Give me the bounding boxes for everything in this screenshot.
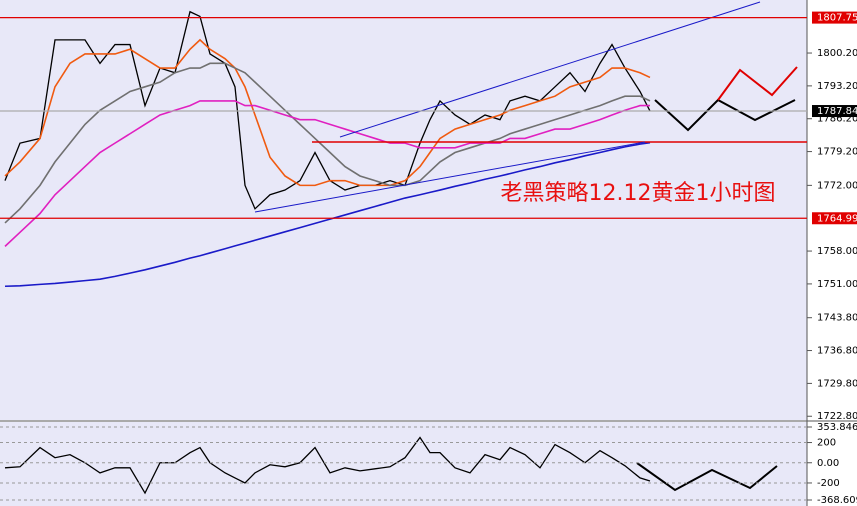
channel-upper	[339, 1, 761, 138]
y-tick-label: 1729.80	[817, 378, 857, 389]
level-label: 1807.75	[817, 13, 857, 24]
y-tick-label: 1751.00	[817, 279, 857, 290]
series-line	[4, 436, 651, 495]
level-label-box	[812, 105, 857, 118]
y-tick-label: 1793.20	[817, 81, 857, 92]
y-tick-label: -368.609	[817, 495, 857, 506]
series-line	[4, 62, 651, 224]
y-tick-label: 1722.80	[817, 411, 857, 422]
y-tick-label: 1743.80	[817, 313, 857, 324]
y-tick-label: 1779.20	[817, 147, 857, 158]
y-tick-label: 1736.80	[817, 346, 857, 357]
projection-arrow	[717, 66, 798, 101]
y-tick-label: 353.8468	[817, 422, 857, 433]
y-tick-label: 200	[817, 438, 836, 449]
series-line	[4, 38, 651, 187]
series-line	[4, 100, 650, 247]
level-label: 1764.99	[817, 213, 857, 224]
annotation: 老黑策略12.12黄金1小时图	[501, 181, 776, 206]
series-line	[4, 141, 651, 288]
y-tick-label: 1800.20	[817, 48, 857, 59]
projection-arrow	[636, 462, 778, 492]
y-tick-label: 1786.20	[817, 114, 857, 125]
price-panel	[0, 0, 807, 420]
y-tick-label: 0.00	[817, 458, 839, 469]
y-tick-label: -200	[817, 478, 840, 489]
level-label-box	[812, 11, 857, 24]
y-tick-label: 1758.00	[817, 246, 857, 257]
indicator-panel	[0, 422, 807, 506]
plot	[4, 10, 651, 495]
level-label: 1787.84	[817, 106, 857, 117]
level-label-box	[812, 212, 857, 225]
y-tick-label: 1772.00	[817, 180, 857, 191]
channel-lower	[254, 141, 646, 213]
